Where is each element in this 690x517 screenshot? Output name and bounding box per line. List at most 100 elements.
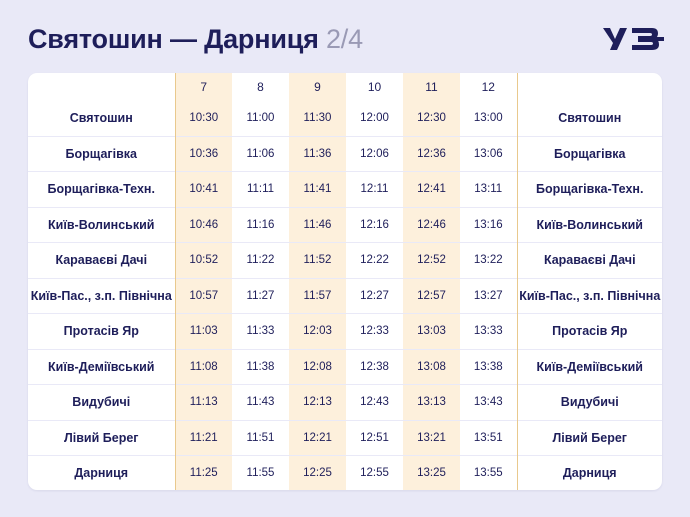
route-title: Святошин — Дарниця	[28, 24, 319, 54]
departure-time-cell: 13:11	[460, 171, 518, 207]
header-spacer-left	[28, 73, 175, 101]
station-name-right: Лівий Берег	[517, 419, 662, 456]
train-number-header: 12	[460, 73, 518, 101]
departure-time-cell: 10:52	[174, 242, 232, 278]
station-name-right: Дарниця	[517, 455, 662, 490]
departure-time-cell: 12:13	[289, 384, 346, 420]
departure-time-cell: 10:36	[174, 135, 232, 172]
station-name-left: Київ-Пас., з.п. Північна	[28, 277, 175, 314]
departure-time-cell: 12:11	[346, 171, 403, 207]
departure-time-cell: 12:30	[403, 101, 460, 136]
table-row: Караваєві Дачі 10:52 11:22 11:52 12:22 12:52 1…	[28, 242, 662, 278]
departure-time-cell: 11:08	[174, 348, 232, 385]
table-row: Дарниця 11:25 11:55 12:25 12:55 13:25 13:55 Дар…	[28, 455, 662, 490]
station-name-left: Борщагівка	[28, 135, 175, 172]
train-number-header: 11	[403, 73, 460, 101]
departure-time-cell: 12:41	[403, 171, 460, 207]
station-name-left: Лівий Берег	[28, 419, 175, 456]
departure-time-cell: 11:21	[174, 419, 232, 456]
departure-time-cell: 11:46	[289, 206, 346, 243]
departure-time-cell: 11:11	[232, 171, 289, 207]
departure-time-cell: 11:51	[232, 419, 289, 456]
departure-time-cell: 11:13	[174, 384, 232, 420]
table-row: Борщагівка-Техн. 10:41 11:11 11:41 12:11 12:4…	[28, 171, 662, 207]
departure-time-cell: 13:51	[460, 419, 518, 456]
departure-time-cell: 11:27	[232, 277, 289, 314]
departure-time-cell: 12:51	[346, 419, 403, 456]
departure-time-cell: 10:46	[174, 206, 232, 243]
station-name-left: Караваєві Дачі	[28, 242, 175, 278]
departure-time-cell: 11:03	[174, 313, 232, 349]
departure-time-cell: 12:25	[289, 455, 346, 490]
uz-logo-icon: УЗ	[603, 28, 664, 50]
departure-time-cell: 11:36	[289, 135, 346, 172]
departure-time-cell: 11:22	[232, 242, 289, 278]
table-row: Видубичі 11:13 11:43 12:13 12:43 13:13 13:43 Ви…	[28, 384, 662, 420]
departure-time-cell: 12:33	[346, 313, 403, 349]
departure-time-cell: 13:43	[460, 384, 518, 420]
departure-time-cell: 12:52	[403, 242, 460, 278]
departure-time-cell: 13:27	[460, 277, 518, 314]
station-name-right: Протасів Яр	[517, 313, 662, 349]
departure-time-cell: 11:25	[174, 455, 232, 490]
table-row: Лівий Берег 11:21 11:51 12:21 12:51 13:21 13:5…	[28, 419, 662, 456]
departure-time-cell: 11:30	[289, 101, 346, 136]
page-title: Святошин — Дарниця 2/4	[28, 24, 363, 55]
station-name-left: Святошин	[69, 111, 133, 126]
departure-time-cell: 13:06	[460, 135, 518, 172]
departure-time-cell: 13:22	[460, 242, 518, 278]
departure-time-cell: 10:57	[174, 277, 232, 314]
departure-time-cell: 12:55	[346, 455, 403, 490]
departure-time-cell: 13:13	[403, 384, 460, 420]
departure-time-cell: 11:52	[289, 242, 346, 278]
departure-time-cell: 13:38	[460, 348, 518, 385]
departure-time-cell: 12:57	[403, 277, 460, 314]
station-name-right: Київ-Волинський	[517, 206, 662, 243]
departure-time-cell: 13:33	[460, 313, 518, 349]
departure-time-cell: 12:21	[289, 419, 346, 456]
header-spacer-right	[517, 73, 662, 101]
departure-time-cell: 11:55	[232, 455, 289, 490]
departure-time-cell: 11:57	[289, 277, 346, 314]
departure-time-cell: 13:08	[403, 348, 460, 385]
train-number-header: 8	[257, 80, 264, 94]
departure-time-cell: 11:00	[246, 112, 275, 125]
train-number-header: 9	[289, 73, 346, 101]
station-name-left: Видубичі	[28, 384, 175, 420]
page-indicator: 2/4	[325, 24, 363, 54]
timetable-card: 7 8 9 10 11 12 Святошин 10:30 11:00 11:30 12…	[28, 73, 662, 490]
station-name-right: Київ-Пас., з.п. Північна	[517, 277, 662, 314]
departure-time-cell: 12:06	[346, 135, 403, 172]
train-number-header-row: 7 8 9 10 11 12	[28, 73, 662, 101]
departure-time-cell: 11:33	[232, 313, 289, 349]
timetable-body: Святошин 10:30 11:00 11:30 12:00 12:30 13:00 Св…	[28, 101, 662, 490]
station-name-left: Київ-Деміївський	[28, 348, 175, 385]
departure-time-cell: 13:55	[460, 455, 518, 490]
departure-time-cell: 12:43	[346, 384, 403, 420]
departure-time-cell: 11:41	[289, 171, 346, 207]
departure-time-cell: 12:03	[289, 313, 346, 349]
station-name-right: Київ-Деміївський	[517, 348, 662, 385]
station-name-right: Караваєві Дачі	[517, 242, 662, 278]
departure-time-cell: 11:06	[232, 135, 289, 172]
departure-time-cell: 12:08	[289, 348, 346, 385]
departure-time-cell: 10:30	[174, 101, 232, 136]
departure-time-cell: 12:27	[346, 277, 403, 314]
table-row: Борщагівка 10:36 11:06 11:36 12:06 12:36 13:06…	[28, 135, 662, 172]
departure-time-cell: 13:21	[403, 419, 460, 456]
departure-time-cell: 12:22	[346, 242, 403, 278]
station-name-right: Святошин	[558, 111, 622, 126]
departure-time-cell: 11:16	[232, 206, 289, 243]
departure-time-cell: 12:16	[346, 206, 403, 243]
station-name-right: Видубичі	[517, 384, 662, 420]
departure-time-cell: 10:41	[174, 171, 232, 207]
station-name-left: Київ-Волинський	[28, 206, 175, 243]
train-number-header: 7	[174, 73, 232, 101]
table-row: Київ-Деміївський 11:08 11:38 12:08 12:38 13:0…	[28, 348, 662, 385]
departure-time-cell: 13:03	[403, 313, 460, 349]
table-row: Святошин 10:30 11:00 11:30 12:00 12:30 13:00 Св…	[28, 101, 662, 136]
departure-time-cell: 12:36	[403, 135, 460, 172]
table-row: Протасів Яр 11:03 11:33 12:03 12:33 13:03 13:3…	[28, 313, 662, 349]
table-row: Київ-Волинський 10:46 11:16 11:46 12:16 12:46…	[28, 206, 662, 243]
departure-time-cell: 11:38	[232, 348, 289, 385]
